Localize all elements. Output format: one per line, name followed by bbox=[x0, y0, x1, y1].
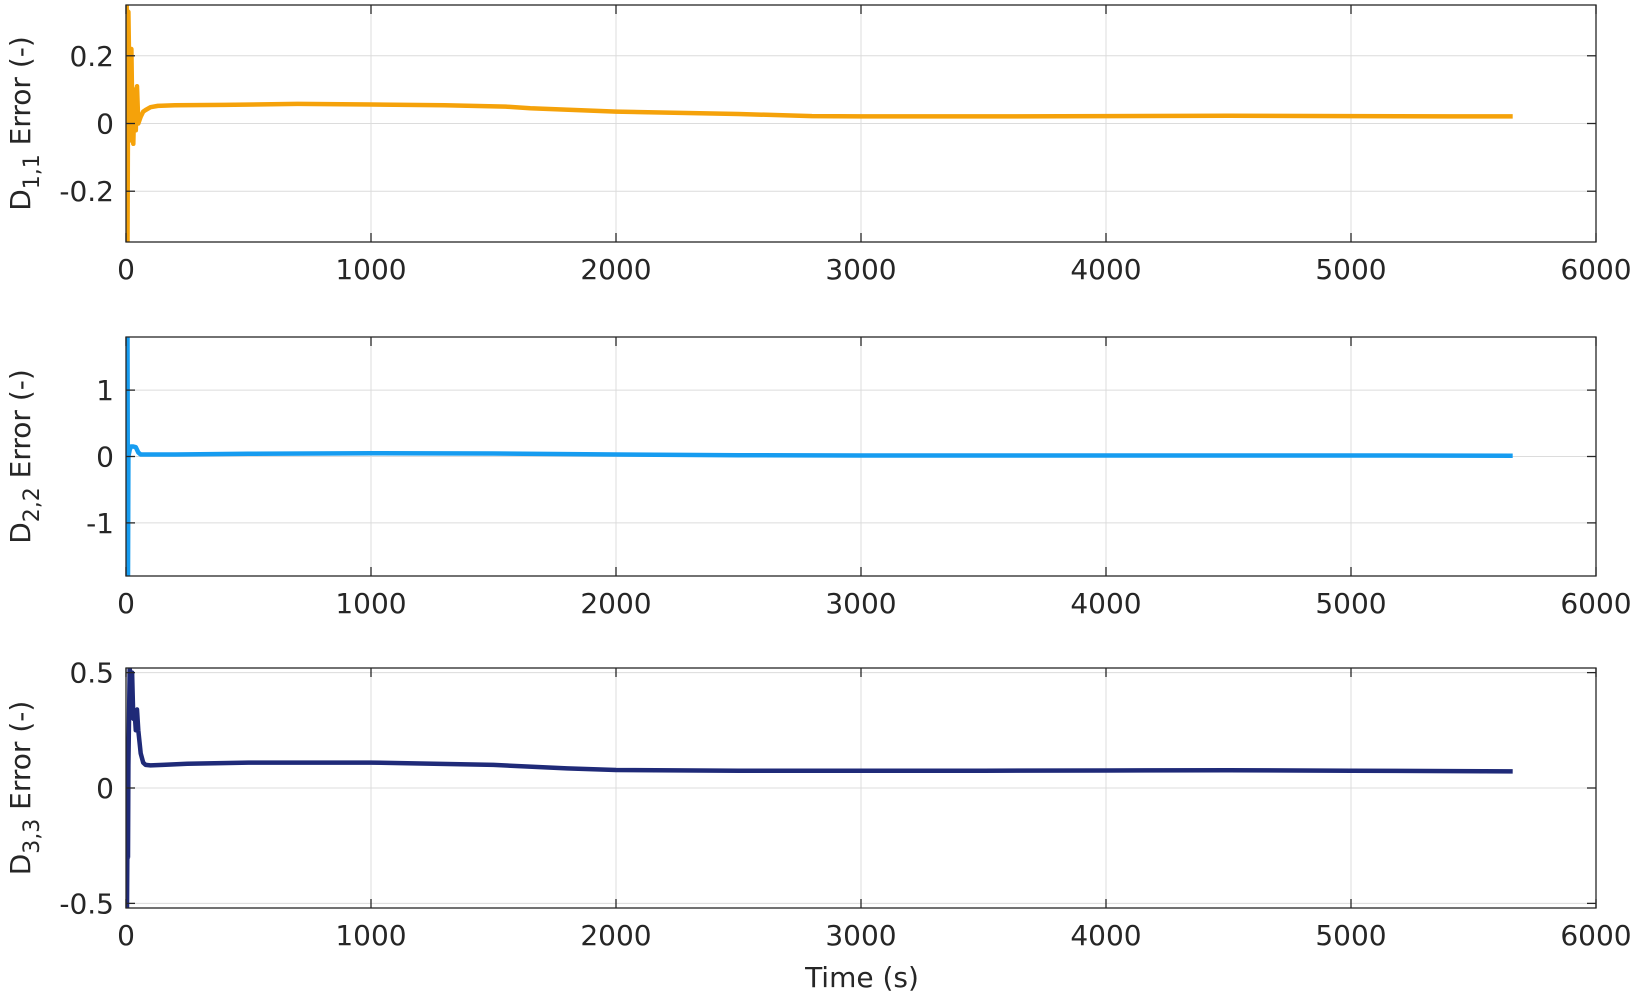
x-tick-label: 1000 bbox=[335, 919, 406, 952]
subplot-d33: 0 1000 2000 3000 4000 5000 6000-0.500.5D3,3 Er… bbox=[4, 657, 1632, 952]
y-tick-label: -1 bbox=[86, 507, 114, 540]
subplot-d11: 0 1000 2000 3000 4000 5000 6000 -0.2 0 0.2 D1,1 Er… bbox=[4, 4, 1632, 286]
y-tick-label: 0 bbox=[96, 772, 114, 805]
y-axis-title: D3,3 Error (-) bbox=[4, 701, 45, 876]
data-series-line bbox=[126, 668, 1513, 908]
x-tick-label: 3000 bbox=[825, 919, 896, 952]
x-tick-label: 3000 bbox=[825, 587, 896, 620]
x-tick-label: 1000 bbox=[335, 587, 406, 620]
y-tick-label: 1 bbox=[96, 374, 114, 407]
y-tick-label: -0.2 bbox=[59, 175, 114, 208]
x-tick-label: 0 bbox=[117, 919, 135, 952]
data-series-line bbox=[126, 5, 1513, 242]
x-tick-label: 2000 bbox=[580, 587, 651, 620]
y-tick-label: -0.5 bbox=[59, 887, 114, 920]
x-tick-label: 4000 bbox=[1070, 253, 1141, 286]
y-axis-title: D1,1 Error (-) bbox=[4, 36, 45, 211]
y-tick-label: 0 bbox=[96, 108, 114, 141]
x-tick-label: 3000 bbox=[825, 253, 896, 286]
x-tick-label: 0 bbox=[117, 253, 135, 286]
x-tick-label: 5000 bbox=[1315, 587, 1386, 620]
x-tick-label: 5000 bbox=[1315, 253, 1386, 286]
y-tick-label: 0.5 bbox=[69, 657, 114, 690]
x-tick-label: 2000 bbox=[580, 919, 651, 952]
x-tick-label: 4000 bbox=[1070, 919, 1141, 952]
y-tick-label: 0.2 bbox=[69, 40, 114, 73]
x-tick-label: 6000 bbox=[1560, 587, 1631, 620]
x-tick-label: 5000 bbox=[1315, 919, 1386, 952]
x-tick-label: 6000 bbox=[1560, 919, 1631, 952]
y-tick-label: 0 bbox=[96, 441, 114, 474]
data-series-line bbox=[126, 337, 1513, 576]
x-tick-label: 2000 bbox=[580, 253, 651, 286]
x-tick-label: 1000 bbox=[335, 253, 406, 286]
subplot-d22: 0 1000 2000 3000 4000 5000 6000 -1 0 1 D2,2 Error … bbox=[4, 336, 1632, 620]
x-tick-label: 0 bbox=[117, 587, 135, 620]
x-tick-label: 4000 bbox=[1070, 587, 1141, 620]
y-axis-title: D2,2 Error (-) bbox=[4, 369, 45, 544]
x-tick-label: 6000 bbox=[1560, 253, 1631, 286]
x-axis-title: Time (s) bbox=[804, 961, 919, 994]
